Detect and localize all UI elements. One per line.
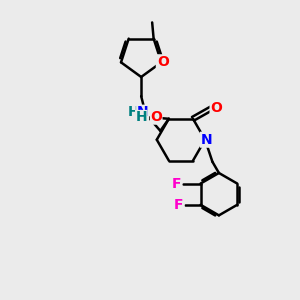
Text: O: O (211, 101, 223, 116)
Text: F: F (172, 177, 181, 190)
Text: O: O (157, 55, 169, 69)
Text: H: H (135, 110, 147, 124)
Text: F: F (174, 198, 184, 212)
Text: N: N (201, 133, 212, 147)
Text: N: N (137, 105, 148, 119)
Text: H: H (128, 105, 139, 119)
Text: O: O (150, 110, 162, 124)
